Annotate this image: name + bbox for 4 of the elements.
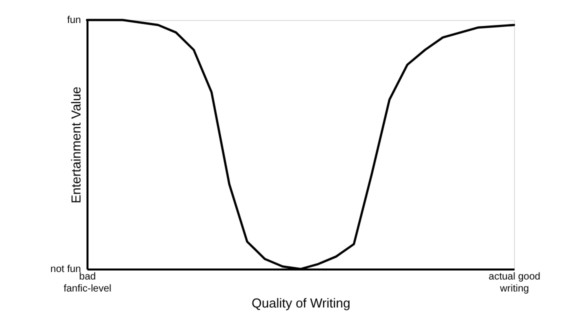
y-axis-title: Entertainment Value bbox=[68, 86, 84, 204]
text: fun bbox=[67, 15, 81, 26]
x-tick-label: actual good writing bbox=[488, 272, 540, 294]
x-axis-title: Quality of Writing bbox=[252, 296, 350, 310]
